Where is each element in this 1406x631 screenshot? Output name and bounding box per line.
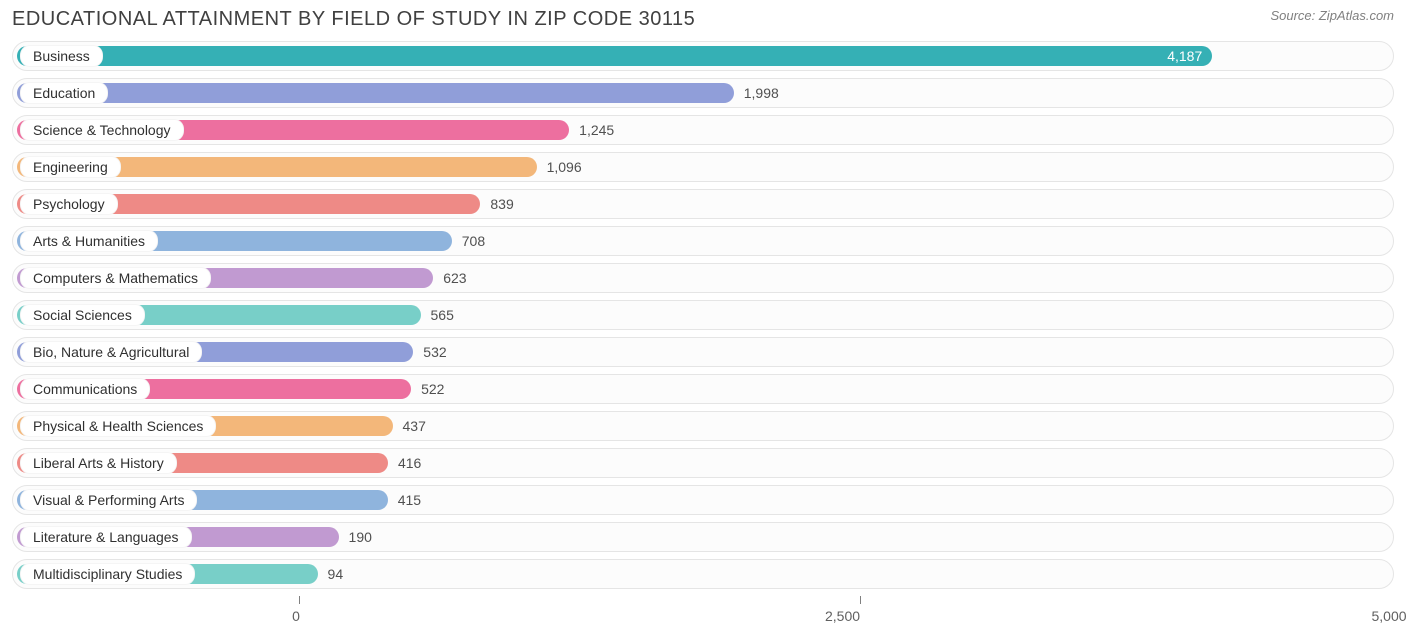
bar-row: 839 Psychology (12, 189, 1394, 219)
axis-tick: 0 (296, 596, 304, 624)
value-label: 190 (349, 529, 372, 545)
bar-row: 532 Bio, Nature & Agricultural (12, 337, 1394, 367)
value-label: 532 (423, 344, 446, 360)
chart-header: EDUCATIONAL ATTAINMENT BY FIELD OF STUDY… (12, 8, 1394, 31)
chart-title: EDUCATIONAL ATTAINMENT BY FIELD OF STUDY… (12, 8, 695, 31)
bar-row: 565 Social Sciences (12, 300, 1394, 330)
bar-row: 708 Arts & Humanities (12, 226, 1394, 256)
chart-area: Business 4,187 1,998 Education 1,245 Science … (12, 41, 1394, 626)
bar: Arts & Humanities (17, 231, 452, 251)
category-pill: Literature & Languages (20, 526, 192, 548)
category-pill: Visual & Performing Arts (20, 489, 197, 511)
bar-row: 416 Liberal Arts & History (12, 448, 1394, 478)
category-pill: Communications (20, 378, 150, 400)
bar-row: 94 Multidisciplinary Studies (12, 559, 1394, 589)
value-label: 416 (398, 455, 421, 471)
tick-label: 0 (292, 608, 300, 624)
bar: Engineering (17, 157, 537, 177)
category-pill: Computers & Mathematics (20, 267, 211, 289)
bar-row: 1,998 Education (12, 78, 1394, 108)
bar-row: 190 Literature & Languages (12, 522, 1394, 552)
value-label: 565 (431, 307, 454, 323)
bar-row: 437 Physical & Health Sciences (12, 411, 1394, 441)
bar-row: 1,096 Engineering (12, 152, 1394, 182)
bar-row: Business 4,187 (12, 41, 1394, 71)
value-label: 1,998 (744, 85, 779, 101)
bar: Psychology (17, 194, 480, 214)
tick-line (299, 596, 300, 604)
axis-tick: 2,500 (843, 596, 878, 624)
bar: Liberal Arts & History (17, 453, 388, 473)
category-pill: Social Sciences (20, 304, 145, 326)
axis-tick: 5,000 (1389, 596, 1406, 624)
value-label: 839 (490, 196, 513, 212)
value-label: 1,096 (547, 159, 582, 175)
tick-line (860, 596, 861, 604)
category-pill: Business (20, 45, 103, 67)
bar-row: 415 Visual & Performing Arts (12, 485, 1394, 515)
bar: Social Sciences (17, 305, 421, 325)
value-label: 1,245 (579, 122, 614, 138)
x-axis: 02,5005,000 (12, 596, 1394, 626)
value-label: 94 (328, 566, 344, 582)
bar: Physical & Health Sciences (17, 416, 393, 436)
value-label: 623 (443, 270, 466, 286)
category-pill: Science & Technology (20, 119, 184, 141)
bar: Science & Technology (17, 120, 569, 140)
value-label: 437 (403, 418, 426, 434)
category-pill: Psychology (20, 193, 118, 215)
bar-row: 1,245 Science & Technology (12, 115, 1394, 145)
category-pill: Liberal Arts & History (20, 452, 177, 474)
bar: Multidisciplinary Studies (17, 564, 318, 584)
category-pill: Engineering (20, 156, 121, 178)
bar: Education (17, 83, 734, 103)
bar: Computers & Mathematics (17, 268, 433, 288)
bar: Literature & Languages (17, 527, 339, 547)
value-label: 415 (398, 492, 421, 508)
bar-row: 522 Communications (12, 374, 1394, 404)
category-pill: Bio, Nature & Agricultural (20, 341, 202, 363)
value-label: 522 (421, 381, 444, 397)
category-pill: Physical & Health Sciences (20, 415, 216, 437)
tick-label: 5,000 (1371, 608, 1406, 624)
category-pill: Arts & Humanities (20, 230, 158, 252)
bar: Business 4,187 (17, 46, 1212, 66)
chart-source: Source: ZipAtlas.com (1270, 8, 1394, 23)
bar: Communications (17, 379, 411, 399)
bar: Visual & Performing Arts (17, 490, 388, 510)
tick-label: 2,500 (825, 608, 860, 624)
bar: Bio, Nature & Agricultural (17, 342, 413, 362)
value-label: 708 (462, 233, 485, 249)
category-pill: Multidisciplinary Studies (20, 563, 195, 585)
bar-row: 623 Computers & Mathematics (12, 263, 1394, 293)
category-pill: Education (20, 82, 108, 104)
value-label: 4,187 (1167, 48, 1202, 64)
